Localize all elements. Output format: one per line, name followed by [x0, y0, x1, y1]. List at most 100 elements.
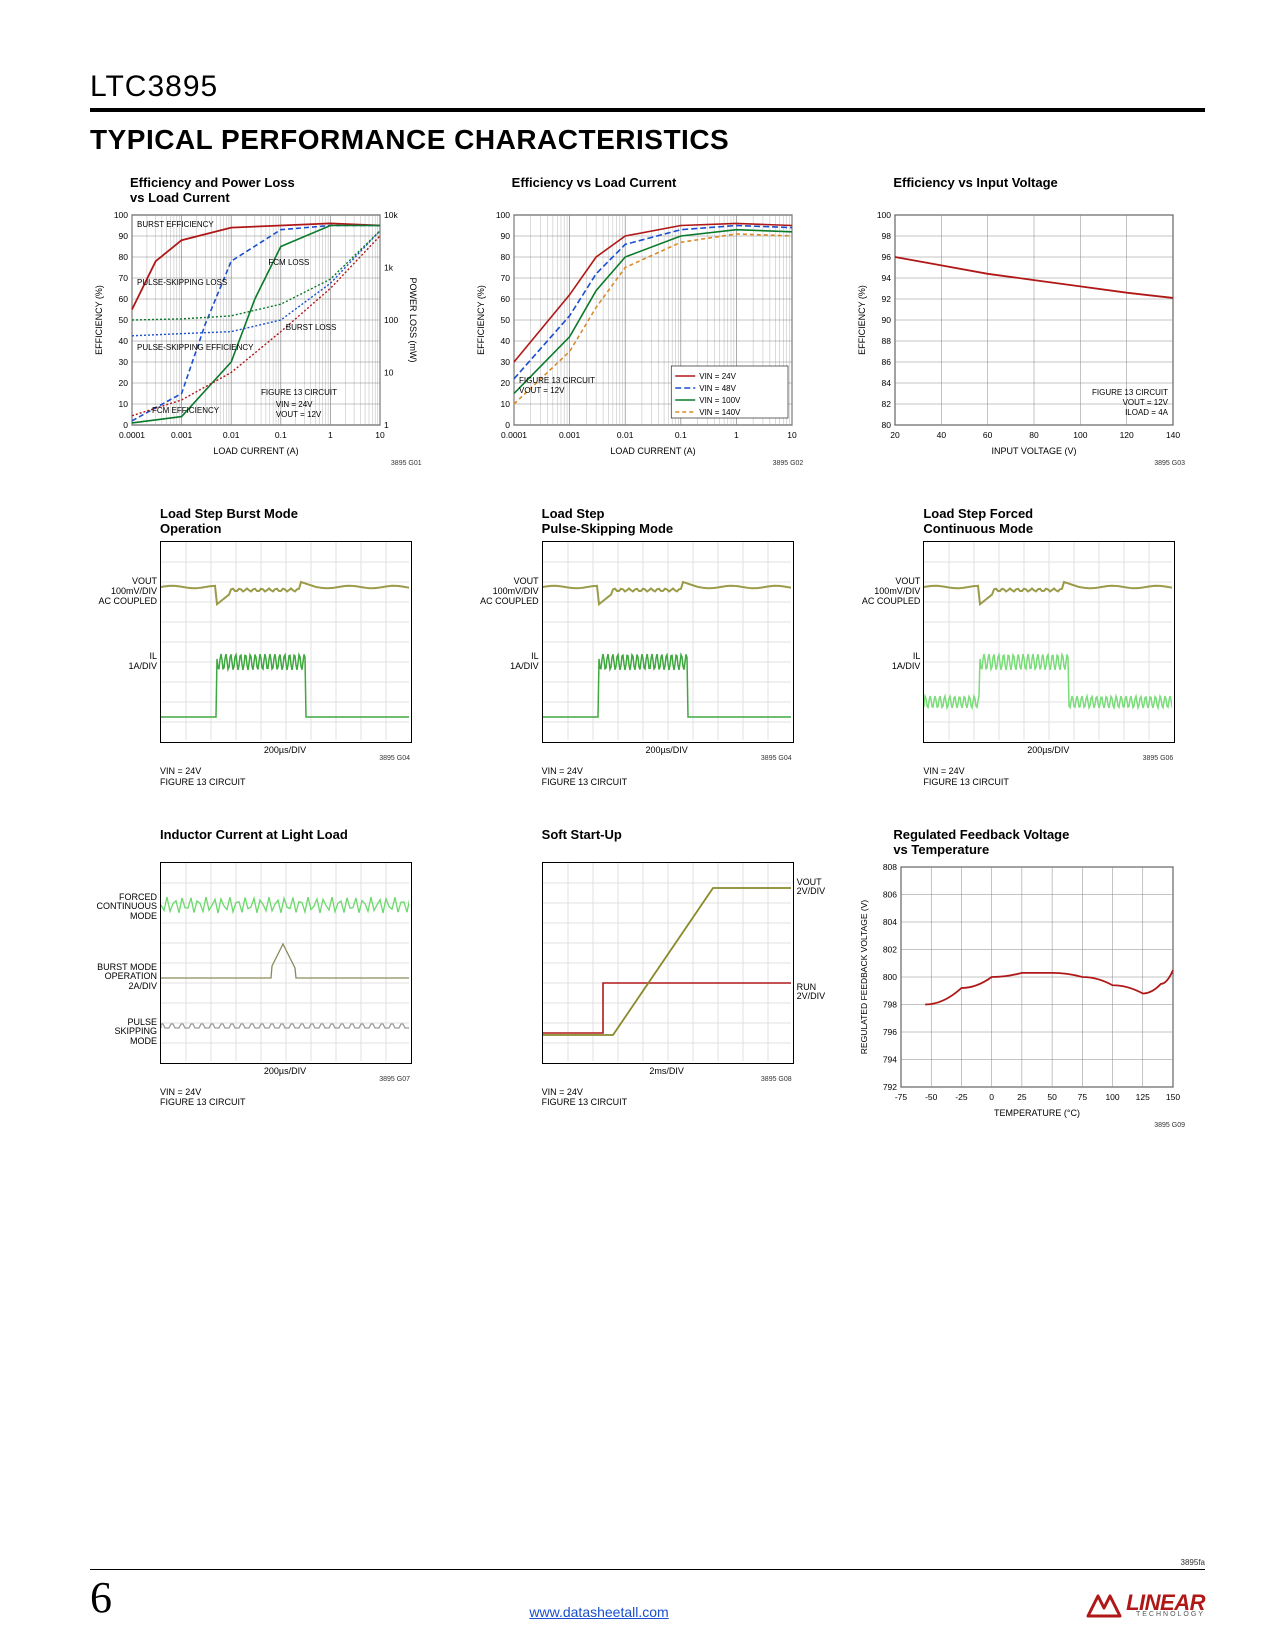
x-axis-label: 200µs/DIV	[542, 745, 792, 755]
svg-text:798: 798	[883, 999, 897, 1009]
fig-id: 3895 G03	[853, 460, 1185, 467]
svg-text:VOUT = 12V: VOUT = 12V	[519, 386, 565, 395]
scope-channel-label: VOUT2V/DIV	[797, 878, 847, 898]
svg-text:FIGURE 13 CIRCUIT: FIGURE 13 CIRCUIT	[1092, 388, 1168, 397]
doc-revision: 3895fa	[90, 1558, 1205, 1567]
svg-text:90: 90	[882, 315, 892, 325]
chart-title: Soft Start-Up	[542, 828, 824, 858]
x-axis-label: 200µs/DIV	[923, 745, 1173, 755]
chart-title: Load Step Burst ModeOperation	[160, 507, 442, 537]
page-number: 6	[90, 1576, 112, 1620]
svg-text:FCM EFFICIENCY: FCM EFFICIENCY	[152, 406, 220, 415]
svg-text:10k: 10k	[384, 210, 398, 220]
svg-text:50: 50	[1048, 1092, 1058, 1102]
svg-text:140: 140	[1166, 430, 1180, 440]
svg-text:0.1: 0.1	[675, 430, 687, 440]
logo-text-sub: TECHNOLOGY	[1126, 1612, 1205, 1618]
svg-text:84: 84	[882, 378, 892, 388]
svg-text:-50: -50	[925, 1092, 938, 1102]
chart-svg: 0.00010.0010.010.11100102030405060708090…	[90, 210, 420, 460]
svg-text:80: 80	[1030, 430, 1040, 440]
svg-text:VIN = 100V: VIN = 100V	[699, 396, 741, 405]
svg-text:88: 88	[882, 336, 892, 346]
svg-text:60: 60	[983, 430, 993, 440]
svg-text:120: 120	[1120, 430, 1134, 440]
svg-text:PULSE-SKIPPING LOSS: PULSE-SKIPPING LOSS	[137, 278, 227, 287]
svg-text:70: 70	[500, 273, 510, 283]
svg-text:10: 10	[384, 368, 394, 378]
svg-text:INPUT VOLTAGE (V): INPUT VOLTAGE (V)	[992, 446, 1077, 456]
svg-text:10: 10	[375, 430, 385, 440]
svg-text:804: 804	[883, 917, 897, 927]
svg-text:30: 30	[119, 357, 129, 367]
svg-text:75: 75	[1078, 1092, 1088, 1102]
svg-text:90: 90	[500, 231, 510, 241]
svg-text:100: 100	[1074, 430, 1088, 440]
chart-inductor-light-load: Inductor Current at Light Load FORCEDCON…	[90, 828, 442, 1129]
svg-text:0.1: 0.1	[275, 430, 287, 440]
svg-text:808: 808	[883, 862, 897, 872]
svg-text:-25: -25	[956, 1092, 969, 1102]
svg-text:800: 800	[883, 972, 897, 982]
svg-text:EFFICIENCY (%): EFFICIENCY (%)	[94, 285, 104, 355]
svg-text:ILOAD = 4A: ILOAD = 4A	[1125, 408, 1169, 417]
chart-svg: 2040608010012014080828486889092949698100…	[853, 210, 1183, 460]
svg-text:0.001: 0.001	[559, 430, 581, 440]
chart-svg: 0.00010.0010.010.11100102030405060708090…	[472, 210, 802, 460]
svg-text:10: 10	[787, 430, 797, 440]
svg-text:86: 86	[882, 357, 892, 367]
section-title: TYPICAL PERFORMANCE CHARACTERISTICS	[90, 124, 1205, 156]
svg-text:0.01: 0.01	[223, 430, 240, 440]
fig-id: 3895 G08	[472, 1076, 792, 1083]
svg-text:92: 92	[882, 294, 892, 304]
svg-text:10: 10	[119, 399, 129, 409]
svg-text:100: 100	[495, 210, 509, 220]
scope-channel-label: IL1A/DIV	[89, 652, 157, 672]
chart-note: VIN = 24VFIGURE 13 CIRCUIT	[542, 766, 824, 788]
svg-text:VIN = 24V: VIN = 24V	[276, 400, 313, 409]
svg-text:VIN = 48V: VIN = 48V	[699, 384, 736, 393]
svg-text:100: 100	[877, 210, 891, 220]
svg-text:PULSE-SKIPPING EFFICIENCY: PULSE-SKIPPING EFFICIENCY	[137, 343, 254, 352]
scope-box: VOUT100mV/DIVAC COUPLEDIL1A/DIV	[160, 541, 412, 743]
datasheet-link[interactable]: www.datasheetall.com	[529, 1604, 668, 1620]
chart-title: Efficiency vs Input Voltage	[893, 176, 1205, 206]
scope-box: FORCEDCONTINUOUSMODEBURST MODEOPERATION2…	[160, 862, 412, 1064]
svg-text:40: 40	[119, 336, 129, 346]
svg-text:96: 96	[882, 252, 892, 262]
svg-text:20: 20	[500, 378, 510, 388]
svg-text:REGULATED FEEDBACK VOLTAGE (V): REGULATED FEEDBACK VOLTAGE (V)	[859, 899, 869, 1054]
chart-efficiency-vin: Efficiency vs Input Voltage 204060801001…	[853, 176, 1205, 467]
svg-text:90: 90	[119, 231, 129, 241]
fig-id: 3895 G07	[90, 1076, 410, 1083]
linear-technology-logo: LINEAR TECHNOLOGY	[1086, 1592, 1205, 1620]
scope-load-step: Load StepPulse-Skipping ModeVOUT100mV/DI…	[472, 507, 824, 788]
svg-text:EFFICIENCY (%): EFFICIENCY (%)	[857, 285, 867, 355]
fig-id: 3895 G06	[853, 755, 1173, 762]
svg-text:1k: 1k	[384, 263, 394, 273]
svg-text:94: 94	[882, 273, 892, 283]
svg-text:VIN = 24V: VIN = 24V	[699, 372, 736, 381]
page-footer: 3895fa 6 www.datasheetall.com LINEAR TEC…	[0, 1558, 1275, 1620]
svg-text:80: 80	[882, 420, 892, 430]
scope-channel-label: IL1A/DIV	[471, 652, 539, 672]
part-number: LTC3895	[90, 70, 1205, 104]
svg-text:100: 100	[114, 210, 128, 220]
svg-text:0.001: 0.001	[171, 430, 193, 440]
svg-text:796: 796	[883, 1027, 897, 1037]
chart-title: Load StepPulse-Skipping Mode	[542, 507, 824, 537]
svg-text:0.0001: 0.0001	[119, 430, 145, 440]
svg-text:98: 98	[882, 231, 892, 241]
svg-text:-75: -75	[895, 1092, 908, 1102]
svg-text:82: 82	[882, 399, 892, 409]
svg-text:BURST LOSS: BURST LOSS	[286, 323, 337, 332]
svg-text:150: 150	[1166, 1092, 1180, 1102]
svg-text:30: 30	[500, 357, 510, 367]
svg-text:794: 794	[883, 1054, 897, 1064]
svg-text:80: 80	[119, 252, 129, 262]
svg-text:1: 1	[734, 430, 739, 440]
scope-channel-label: IL1A/DIV	[852, 652, 920, 672]
chart-title: Efficiency and Power Lossvs Load Current	[130, 176, 442, 206]
svg-text:806: 806	[883, 889, 897, 899]
svg-text:TEMPERATURE (°C): TEMPERATURE (°C)	[994, 1108, 1080, 1118]
